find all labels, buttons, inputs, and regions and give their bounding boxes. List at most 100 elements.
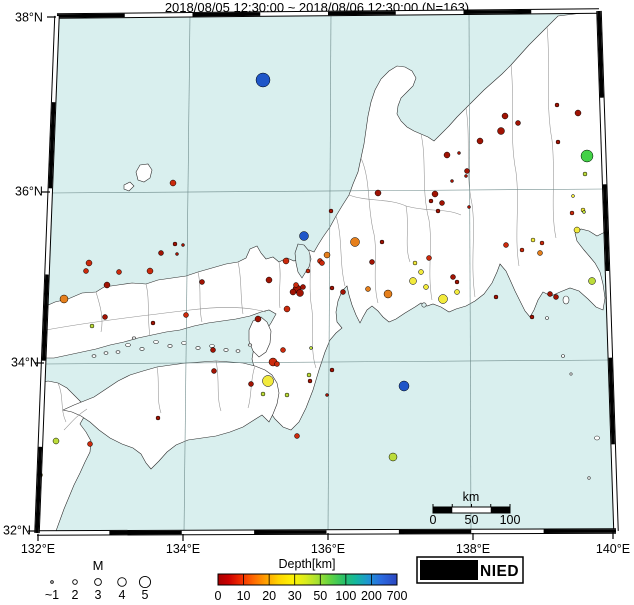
quake-dot	[454, 279, 460, 285]
quake-dot	[412, 260, 418, 266]
quake-dot	[175, 252, 179, 256]
quake-dot	[52, 437, 60, 445]
quake-dot	[116, 269, 122, 275]
lon-axis-label: 140°E	[596, 542, 630, 556]
quake-dot	[328, 208, 334, 214]
quake-dot	[158, 250, 164, 256]
lat-axis-label: 36°N	[15, 185, 43, 199]
shikoku-landmass	[62, 360, 280, 470]
lat-axis-label: 38°N	[15, 11, 43, 25]
quake-dot	[283, 305, 291, 313]
depth-legend-value: 10	[237, 589, 251, 603]
lon-axis-label: 138°E	[456, 542, 490, 556]
depth-legend-value: 200	[361, 589, 382, 603]
quake-dot	[554, 102, 560, 108]
magnitude-legend-circle	[50, 580, 54, 584]
logo-hi-text: Hi	[423, 562, 440, 581]
logo-net-text: -net	[445, 567, 465, 579]
magnitude-legend-value: 5	[142, 588, 149, 602]
quake-dot	[102, 314, 108, 320]
quake-dot	[582, 210, 586, 214]
quake-dot	[515, 120, 521, 126]
quake-dot	[274, 361, 280, 367]
quake-dot	[365, 286, 371, 292]
frame-edge-black-degree-segments	[597, 10, 618, 532]
quake-dot	[431, 190, 439, 198]
scale-bar-segment	[490, 507, 510, 513]
magnitude-legend-circle	[138, 575, 152, 589]
islet	[139, 347, 145, 351]
quake-dot	[426, 255, 432, 261]
islet	[545, 316, 549, 320]
quake-dot	[418, 269, 424, 275]
graticule	[43, 11, 612, 533]
quake-dot	[169, 179, 177, 187]
quake-dot	[305, 268, 311, 274]
quake-dot	[497, 127, 505, 135]
magnitude-legend-value: 2	[72, 588, 79, 602]
quake-dot	[307, 378, 313, 384]
depth-legend-value: 50	[313, 589, 327, 603]
islet	[153, 340, 159, 344]
quake-dot	[211, 368, 217, 374]
quake-dot	[150, 320, 156, 326]
islet	[594, 435, 600, 441]
quake-dot	[383, 289, 393, 299]
lat-axis-label: 32°N	[3, 524, 31, 538]
oki-islands	[123, 163, 153, 192]
quake-dot	[85, 259, 93, 267]
quake-dot	[569, 210, 575, 216]
depth-legend-title: Depth[km]	[279, 557, 336, 571]
awaji-island	[248, 316, 272, 358]
islet	[223, 348, 229, 352]
quake-dot	[555, 139, 561, 145]
islet	[587, 476, 591, 480]
quake-dot	[428, 198, 434, 204]
islet	[103, 351, 109, 355]
quake-dot	[519, 247, 525, 253]
quake-dot	[493, 294, 499, 300]
quake-dot	[530, 237, 536, 243]
quake-dot	[450, 179, 454, 183]
quake-dot	[580, 149, 594, 163]
quake-dot	[103, 281, 111, 289]
map-body: 0 50 100	[37, 11, 616, 533]
quake-dot	[537, 250, 543, 256]
quake-dot	[539, 240, 545, 246]
quake-dot	[299, 231, 309, 241]
grid-line	[183, 14, 191, 533]
lake-hamana	[421, 302, 427, 308]
magnitude-legend-value: 4	[119, 588, 126, 602]
quake-dot	[329, 285, 335, 291]
quake-dot	[571, 194, 575, 198]
quake-dot	[588, 277, 596, 285]
quake-dot	[369, 259, 375, 265]
quake-dot	[423, 284, 429, 290]
scale-bar-title: km	[463, 490, 480, 504]
depth-legend-value: 100	[335, 589, 356, 603]
quake-dot	[306, 372, 312, 378]
quake-dot	[255, 72, 271, 88]
axis-labels: 38°N 36°N 34°N 32°N 132°E 134°E 136°E 138°E 140°…	[3, 11, 630, 557]
scale-bar: 0 50 100	[430, 504, 520, 527]
quake-dot	[146, 267, 154, 275]
quake-dot	[296, 289, 304, 297]
magnitude-legend-circle	[94, 578, 102, 586]
quake-dot	[199, 279, 205, 285]
islet	[125, 343, 131, 347]
scale-bar-value: 50	[465, 513, 479, 527]
quake-dot	[503, 242, 509, 248]
islet	[235, 349, 241, 353]
hinet-nied-logo: Hi -net NIED	[416, 556, 524, 584]
scale-bar-segment	[433, 507, 453, 513]
quake-dot	[464, 168, 470, 174]
quake-dot	[248, 381, 254, 387]
quake-dot	[398, 380, 410, 392]
quake-dot	[265, 276, 273, 284]
quake-dot	[323, 251, 331, 259]
islet	[561, 354, 565, 358]
lon-axis-label: 136°E	[311, 542, 345, 556]
kyushu-landmass	[37, 380, 92, 533]
quake-dot	[87, 441, 93, 447]
